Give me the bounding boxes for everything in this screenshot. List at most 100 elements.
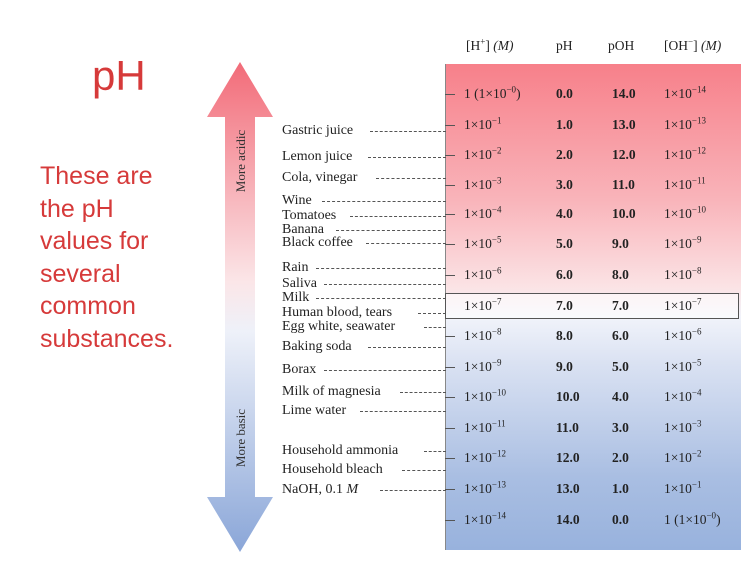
leader-line: [316, 268, 446, 269]
poh-value: 10.0: [612, 206, 636, 221]
scale-tick: [445, 397, 455, 399]
poh-value: 4.0: [612, 389, 629, 404]
oh-concentration: 1×10−11: [664, 175, 706, 192]
leader-line: [424, 327, 446, 328]
h-concentration: 1×10−12: [464, 448, 506, 465]
header-ph: pH: [556, 38, 573, 53]
substance-label: NaOH, 0.1 M: [282, 482, 359, 497]
substance-label: Egg white, seawater: [282, 319, 396, 334]
poh-value: 14.0: [612, 86, 636, 101]
leader-line: [370, 131, 446, 132]
substance-label: Rain: [282, 260, 309, 275]
description-text: These are the pH values for several comm…: [40, 160, 220, 355]
ph-value: 3.0: [556, 177, 573, 192]
ph-value: 10.0: [556, 389, 580, 404]
leader-line: [380, 490, 446, 491]
oh-concentration: 1×10−8: [664, 265, 702, 282]
oh-concentration: 1×10−14: [664, 84, 706, 101]
oh-concentration: 1×10−5: [664, 357, 702, 374]
scale-tick: [445, 185, 455, 187]
poh-value: 7.0: [612, 298, 629, 313]
leader-line: [402, 470, 446, 471]
substance-label: Tomatoes: [282, 208, 337, 223]
oh-concentration: 1×10−4: [664, 387, 702, 404]
leader-line: [322, 201, 446, 202]
substance-label: Black coffee: [282, 235, 353, 250]
oh-concentration: 1×10−10: [664, 204, 706, 221]
poh-value: 8.0: [612, 267, 629, 282]
description-line: common: [40, 292, 136, 320]
scale-tick: [445, 94, 455, 96]
substance-label: Human blood, tears: [282, 305, 393, 320]
ph-value: 12.0: [556, 450, 580, 465]
leader-line: [324, 370, 446, 371]
poh-value: 3.0: [612, 420, 629, 435]
h-concentration: 1×10−3: [464, 175, 502, 192]
leader-line: [400, 392, 446, 393]
substance-label: Baking soda: [282, 339, 352, 354]
h-concentration: 1×10−10: [464, 387, 506, 404]
description-line: These are: [40, 162, 153, 190]
leader-line: [360, 411, 446, 412]
h-concentration: 1×10−11: [464, 418, 506, 435]
ph-value: 14.0: [556, 512, 580, 527]
substance-label: Lemon juice: [282, 149, 353, 164]
scale-tick: [445, 336, 455, 338]
ph-value: 0.0: [556, 86, 573, 101]
oh-concentration: 1×10−2: [664, 448, 702, 465]
header-h-concentration: [H+] (M): [466, 36, 514, 53]
poh-value: 6.0: [612, 328, 629, 343]
h-concentration: 1×10−7: [464, 296, 502, 313]
oh-concentration: 1×10−3: [664, 418, 702, 435]
ph-value: 11.0: [556, 420, 579, 435]
scale-tick: [445, 155, 455, 157]
ph-value: 5.0: [556, 236, 573, 251]
substance-label: Borax: [282, 362, 317, 377]
acid-base-arrow: [207, 62, 273, 552]
oh-concentration: 1×10−6: [664, 326, 702, 343]
scale-tick: [445, 214, 455, 216]
substance-label: Gastric juice: [282, 123, 354, 138]
leader-line: [376, 178, 446, 179]
more-basic-label: More basic: [233, 408, 248, 468]
ph-value: 2.0: [556, 147, 573, 162]
poh-value: 2.0: [612, 450, 629, 465]
h-concentration: 1×10−9: [464, 357, 502, 374]
h-concentration: 1×10−14: [464, 510, 506, 527]
h-concentration: 1×10−4: [464, 204, 502, 221]
leader-line: [350, 216, 446, 217]
substance-label: Lime water: [282, 403, 347, 418]
leader-line: [424, 451, 446, 452]
h-concentration: 1×10−8: [464, 326, 502, 343]
slide-title: pH: [92, 52, 146, 99]
leader-line: [336, 230, 446, 231]
h-concentration: 1 (1×10−0): [464, 84, 521, 101]
header-oh-concentration: [OH−] (M): [664, 36, 722, 53]
oh-concentration: 1×10−1: [664, 479, 702, 496]
leader-line: [366, 243, 446, 244]
leader-line: [316, 298, 446, 299]
leader-line: [368, 157, 446, 158]
neutral-row-highlight: [445, 293, 739, 319]
description-line: the pH: [40, 194, 114, 223]
h-concentration: 1×10−2: [464, 145, 502, 162]
oh-concentration: 1×10−13: [664, 115, 706, 132]
scale-tick: [445, 275, 455, 277]
substance-label: Milk of magnesia: [282, 384, 381, 399]
leader-line: [418, 313, 446, 314]
description-line: values for: [40, 227, 149, 255]
substance-label: Wine: [282, 193, 312, 208]
ph-value: 13.0: [556, 481, 580, 496]
ph-value: 9.0: [556, 359, 573, 374]
h-concentration: 1×10−6: [464, 265, 502, 282]
substance-label: Household ammonia: [282, 443, 399, 458]
ph-value: 4.0: [556, 206, 573, 221]
ph-value: 6.0: [556, 267, 573, 282]
h-concentration: 1×10−13: [464, 479, 506, 496]
oh-concentration: 1 (1×10−0): [664, 510, 721, 527]
leader-line: [368, 347, 446, 348]
oh-concentration: 1×10−12: [664, 145, 706, 162]
h-concentration: 1×10−1: [464, 115, 502, 132]
more-acidic-label: More acidic: [233, 129, 248, 193]
